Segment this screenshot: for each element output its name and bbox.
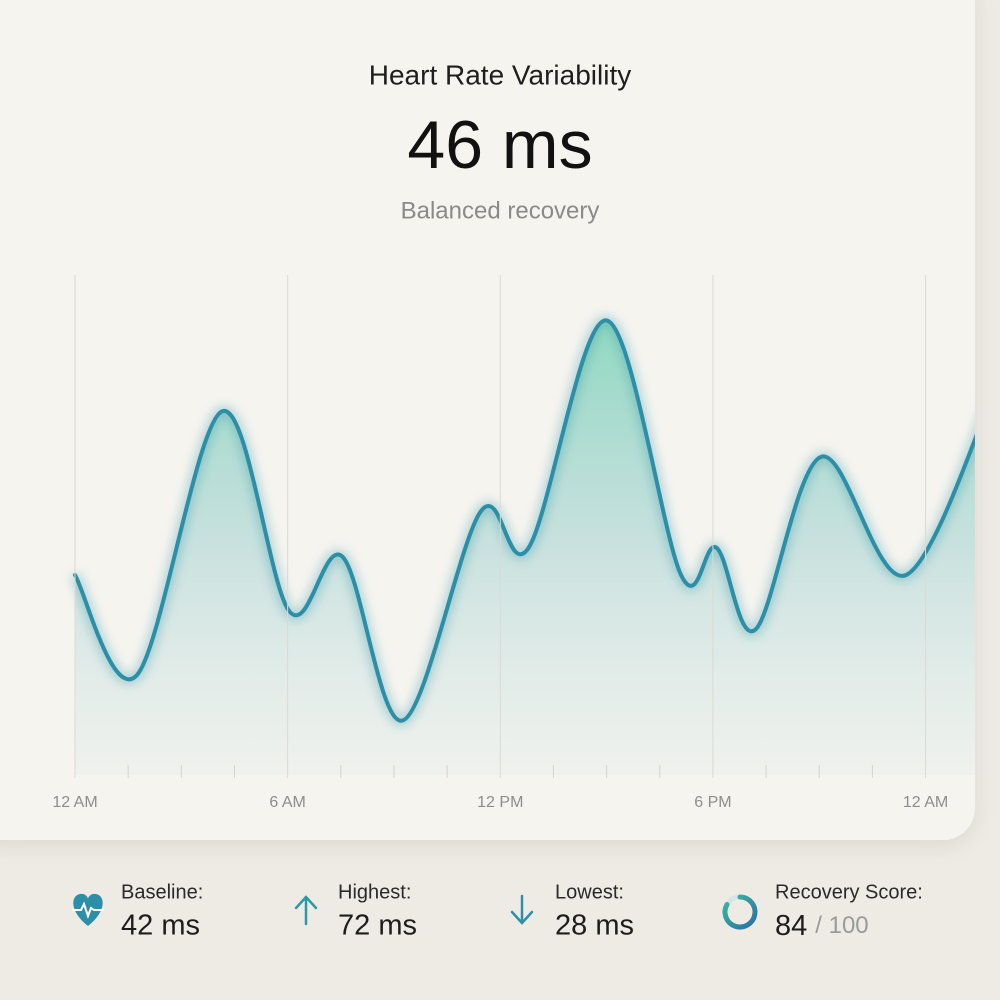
score: 84 bbox=[775, 910, 807, 942]
pulse-icon bbox=[72, 901, 104, 919]
stat-label: Baseline: bbox=[121, 881, 203, 903]
stat-recovery: Recovery Score: 84 / 100 bbox=[722, 881, 923, 942]
stat-value: 84 / 100 bbox=[775, 910, 869, 942]
ring-icon bbox=[722, 894, 758, 930]
x-tick-label: 6 PM bbox=[694, 794, 731, 811]
heart-icon bbox=[73, 893, 103, 926]
stat-label: Lowest: bbox=[555, 881, 624, 903]
x-tick-label: 12 PM bbox=[477, 794, 523, 811]
status: Balanced recovery bbox=[401, 197, 600, 224]
area bbox=[75, 320, 975, 775]
stat-value: 72 ms bbox=[338, 910, 417, 942]
score-max: / 100 bbox=[815, 912, 868, 939]
stat-label: Recovery Score: bbox=[775, 881, 923, 903]
plot bbox=[70, 315, 975, 775]
arrow-down-icon bbox=[510, 894, 534, 925]
stat-label: Highest: bbox=[338, 881, 411, 903]
arrow-up-icon bbox=[294, 895, 318, 926]
x-tick-label: 6 AM bbox=[269, 794, 305, 811]
stat-baseline: Baseline: 42 ms bbox=[72, 881, 203, 942]
x-tick-label: 12 AM bbox=[903, 794, 948, 811]
title: Heart Rate Variability bbox=[369, 59, 631, 90]
stat-value: 42 ms bbox=[121, 910, 200, 942]
x-axis: 12 AM 6 AM 12 PM 6 PM 12 AM bbox=[52, 275, 948, 811]
stat-highest: Highest: 72 ms bbox=[294, 881, 417, 942]
line bbox=[73, 318, 975, 723]
stat-value: 28 ms bbox=[555, 910, 634, 942]
current-value: 46 ms bbox=[407, 107, 592, 183]
x-tick-label: 12 AM bbox=[52, 794, 97, 811]
stat-lowest: Lowest: 28 ms bbox=[510, 881, 634, 942]
